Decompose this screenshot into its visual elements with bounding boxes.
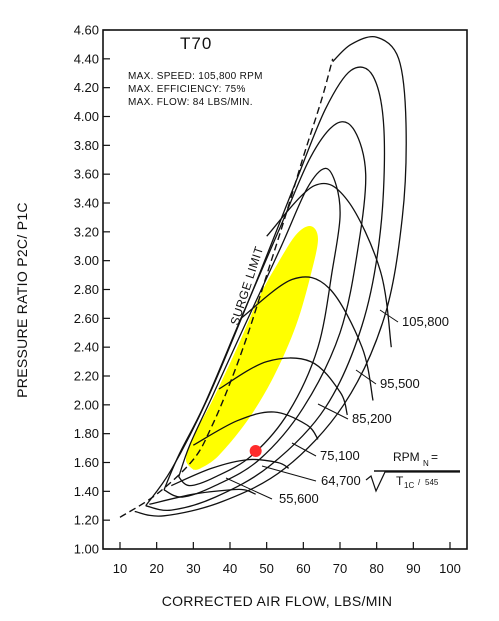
spec-max-speed: MAX. SPEED: 105,800 RPM [128, 71, 263, 82]
speed-line-label: 75,100 [320, 448, 360, 463]
x-tick-label: 20 [149, 561, 163, 576]
x-axis-title: CORRECTED AIR FLOW, LBS/MIN [162, 593, 393, 609]
square-root-sign [365, 471, 460, 493]
y-tick-label: 2.80 [74, 282, 99, 297]
x-tick-label: 50 [259, 561, 273, 576]
peak-efficiency-zone [186, 225, 318, 470]
speed-line-95500 [240, 276, 374, 401]
x-tick-label: 90 [406, 561, 420, 576]
y-tick-label: 3.60 [74, 167, 99, 182]
rpm-formula-lhs: RPM [393, 450, 420, 464]
speed-line-layer [149, 182, 392, 505]
x-tick-label: 80 [369, 561, 383, 576]
rpm-formula-denominator: T [396, 474, 404, 488]
y-tick-label: 3.40 [74, 196, 99, 211]
efficiency-island-3 [145, 66, 386, 511]
y-tick-label: 1.20 [74, 513, 99, 528]
rpm-formula-equals: = [431, 450, 438, 464]
efficiency-island-4 [134, 36, 407, 517]
speed-line-label: 64,700 [321, 473, 361, 488]
speed-line-label: 85,200 [352, 411, 392, 426]
x-tick-label: 40 [223, 561, 237, 576]
x-tick-label: 60 [296, 561, 310, 576]
y-tick-label: 2.40 [74, 340, 99, 355]
speed-line-105800 [266, 182, 392, 348]
y-tick-label: 1.80 [74, 426, 99, 441]
speed-label-leader [317, 403, 349, 420]
x-tick-label: 100 [439, 561, 461, 576]
efficiency-island-1 [178, 167, 341, 487]
operating-point [249, 444, 262, 457]
speed-label-leader [261, 465, 317, 482]
speed-label-leader [291, 442, 317, 457]
surge-line-layer [119, 58, 334, 518]
spec-max-flow: MAX. FLOW: 84 LBS/MIN. [128, 97, 253, 108]
speed-label-leader [355, 369, 377, 385]
rpm-formula-slash: / [418, 478, 421, 487]
efficiency-island-layer [134, 36, 407, 517]
y-tick-label: 4.00 [74, 109, 99, 124]
speed-line-55600 [149, 488, 256, 505]
map-title: T70 [180, 34, 212, 53]
axis-tick-layer: 1.00 1.20 1.40 1.60 1.80 2.00 2.20 2.40 2.60 2.80… [74, 23, 461, 577]
speed-line-85200 [218, 357, 348, 416]
x-tick-label: 70 [333, 561, 347, 576]
y-tick-label: 3.20 [74, 224, 99, 239]
y-tick-label: 2.60 [74, 311, 99, 326]
rpm-formula-subscript: N [423, 459, 429, 468]
x-tick-label: 30 [186, 561, 200, 576]
rpm-formula-constant: 545 [425, 478, 439, 487]
y-tick-label: 1.60 [74, 455, 99, 470]
speed-label-leader [225, 477, 273, 500]
y-tick-label: 2.20 [74, 369, 99, 384]
speed-label-leader [379, 309, 399, 323]
surge-limit-line [119, 58, 334, 518]
speed-line-64700 [171, 458, 290, 487]
peak-efficiency-zone-layer [186, 225, 318, 470]
y-tick-label: 4.60 [74, 23, 99, 38]
spec-max-efficiency: MAX. EFFICIENCY: 75% [128, 84, 246, 95]
x-tick-label: 10 [113, 561, 127, 576]
rpm-formula: RPM N = T 1C / 545 [365, 450, 460, 493]
speed-line-75100 [192, 411, 319, 446]
y-tick-label: 1.40 [74, 484, 99, 499]
speed-line-label: 95,500 [380, 376, 420, 391]
speed-line-label: 55,600 [279, 491, 319, 506]
y-tick-label: 4.20 [74, 80, 99, 95]
y-axis-title: PRESSURE RATIO P2C/ P1C [14, 202, 30, 398]
y-tick-label: 4.40 [74, 51, 99, 66]
y-tick-label: 2.00 [74, 397, 99, 412]
y-tick-label: 1.00 [74, 542, 99, 557]
y-tick-label: 3.00 [74, 253, 99, 268]
rpm-formula-denominator-sub: 1C [404, 481, 414, 490]
y-tick-label: 3.80 [74, 138, 99, 153]
speed-line-label: 105,800 [402, 314, 449, 329]
